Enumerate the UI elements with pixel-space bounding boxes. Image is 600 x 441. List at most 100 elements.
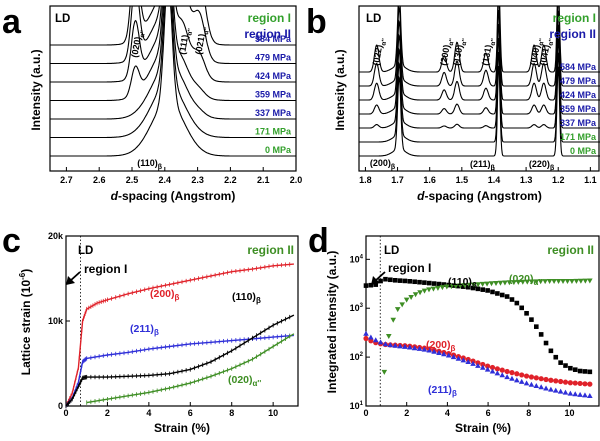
- data-marker: [528, 279, 535, 285]
- data-marker: [480, 287, 486, 292]
- x-tick-label: 1.4: [488, 175, 501, 185]
- data-marker: [445, 352, 452, 358]
- data-marker: [567, 380, 573, 386]
- data-marker: [488, 281, 495, 287]
- peak-hkl: (021): [193, 33, 206, 55]
- data-marker: [485, 288, 490, 293]
- y-tick-base: 10: [350, 254, 360, 264]
- data-marker: [394, 307, 401, 313]
- data-marker: [470, 360, 476, 366]
- x-tick-label: 2.6: [93, 175, 106, 185]
- region-2-label: region II: [547, 243, 594, 257]
- data-marker: [577, 391, 583, 397]
- data-marker: [399, 302, 405, 308]
- data-marker: [494, 366, 500, 372]
- x-tick-label: 1.2: [552, 175, 565, 185]
- data-marker: [524, 279, 531, 285]
- trace-424-MPa: [50, 6, 296, 83]
- alpha-peak-label: (022)α'': [371, 36, 389, 66]
- data-marker: [587, 393, 593, 399]
- alpha-peak-label: (131)α'': [480, 36, 498, 66]
- region-arrow-head: [371, 276, 380, 285]
- data-marker: [403, 297, 410, 303]
- y-axis-label: Intensity (a.u.): [333, 49, 347, 130]
- pressure-label: 584 MPa: [560, 62, 597, 72]
- x-axis-label: Strain (%): [455, 421, 511, 435]
- data-marker: [572, 380, 578, 386]
- pressure-label: 0 MPa: [265, 145, 292, 155]
- data-marker: [557, 388, 564, 394]
- data-marker: [402, 278, 408, 284]
- data-marker: [465, 284, 471, 290]
- data-marker: [417, 290, 423, 296]
- data-marker: [553, 354, 559, 360]
- data-marker: [412, 279, 417, 285]
- data-marker: [387, 342, 394, 348]
- data-marker: [430, 286, 437, 292]
- data-marker: [480, 361, 486, 368]
- y-tick-label: 102: [350, 352, 364, 362]
- y-tick-label: 20k: [48, 231, 64, 241]
- data-marker: [538, 376, 544, 382]
- data-marker: [587, 369, 593, 375]
- data-marker: [552, 387, 559, 393]
- data-marker: [497, 280, 504, 286]
- data-marker: [506, 280, 513, 286]
- pressure-label: 584 MPa: [255, 34, 292, 44]
- data-marker: [518, 378, 525, 384]
- data-marker: [397, 278, 403, 283]
- data-marker: [383, 276, 388, 282]
- pressure-label: 424 MPa: [255, 71, 292, 81]
- data-marker: [372, 337, 379, 343]
- series-label: (211)β: [428, 384, 457, 398]
- data-marker: [460, 357, 467, 363]
- data-marker: [426, 287, 432, 293]
- series-phase: α'': [253, 379, 262, 388]
- alpha-peak-label: (041)α'': [538, 36, 556, 66]
- data-marker: [441, 282, 447, 287]
- data-marker: [537, 279, 544, 285]
- data-marker: [479, 281, 486, 287]
- data-marker: [455, 355, 462, 361]
- x-tick-label: 2: [404, 408, 409, 418]
- data-marker: [426, 280, 432, 286]
- y-tick-base: 10: [350, 401, 360, 411]
- data-marker: [523, 380, 530, 386]
- series-hkl: (211): [428, 384, 452, 396]
- alpha-peak-label: (020)α'': [129, 28, 147, 58]
- data-marker: [422, 280, 427, 285]
- data-marker: [587, 381, 593, 387]
- panel-d-integrated-intensity-chart: 0 2 4 6 8 10101102103104(110)β(020)α''(200)β(…: [325, 235, 600, 435]
- peak-phase: α'': [448, 38, 456, 47]
- data-marker: [548, 386, 554, 392]
- trace-584-MPa: [359, 6, 600, 73]
- series-hkl: (200): [426, 339, 451, 351]
- data-marker: [450, 354, 457, 360]
- pressure-label: 171 MPa: [255, 127, 292, 137]
- data-marker: [509, 370, 515, 376]
- data-marker: [426, 347, 433, 353]
- pressure-label: 171 MPa: [560, 132, 597, 142]
- data-marker: [368, 334, 374, 340]
- data-marker: [475, 282, 481, 288]
- data-marker: [533, 279, 540, 285]
- data-marker: [470, 282, 477, 288]
- data-marker: [441, 351, 447, 357]
- data-marker: [368, 282, 374, 288]
- data-marker: [564, 279, 571, 285]
- pressure-label: 337 MPa: [255, 108, 292, 118]
- peak-phase: β: [391, 164, 396, 171]
- x-tick-label: 1.6: [423, 175, 436, 185]
- data-marker: [563, 363, 568, 368]
- series-hkl: (110): [448, 276, 472, 288]
- peak-hkl: (041): [538, 44, 551, 66]
- region-1-label: region I: [388, 261, 431, 275]
- data-marker: [363, 330, 369, 336]
- data-marker: [421, 346, 428, 352]
- x-tick-label: 8: [229, 408, 234, 418]
- x-tick-label: 2.3: [191, 175, 204, 185]
- data-marker: [493, 281, 499, 287]
- region-1-label: region I: [553, 11, 596, 25]
- data-marker: [582, 392, 588, 398]
- beta-peak-label: (220)β: [529, 159, 555, 172]
